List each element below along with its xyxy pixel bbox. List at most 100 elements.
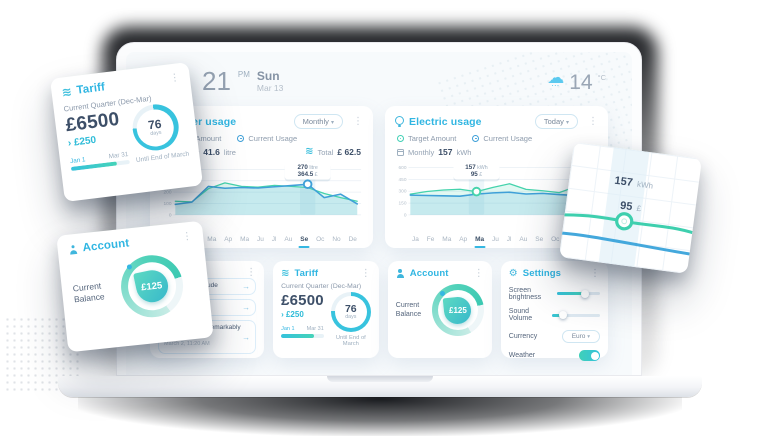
balance-droplet: £125 [442, 295, 473, 325]
kebab-menu-icon[interactable]: ⋮ [353, 115, 363, 127]
tariff-title: Tariff [75, 81, 106, 97]
balance-label: Current Balance [72, 280, 106, 305]
account-card: Account ⋮ Current Balance £125 [387, 261, 492, 358]
bottom-row: ⋮ Increase solicitude → Exchange man → I… [150, 261, 608, 361]
x-axis-label[interactable]: No [332, 236, 341, 243]
volume-slider[interactable] [552, 311, 600, 319]
x-axis-label[interactable]: Ju [257, 236, 264, 243]
days-ring: 76 days [129, 101, 181, 154]
days-ring: 76 days [330, 292, 371, 332]
x-axis-label[interactable]: Ma [207, 236, 217, 243]
weather-toggle[interactable] [579, 350, 600, 361]
kebab-menu-icon[interactable]: ⋮ [169, 72, 181, 85]
x-axis-label[interactable]: Jl [271, 236, 277, 243]
slider-knob[interactable] [581, 289, 590, 298]
balance-gauge: £125 [431, 284, 484, 336]
water-range-dropdown[interactable]: Monthly ▾ [293, 114, 343, 129]
svg-text:100: 100 [164, 201, 172, 207]
slider-knob[interactable] [558, 311, 567, 319]
svg-text:95 £: 95 £ [471, 171, 482, 178]
electric-card-title: Electric usage [409, 115, 482, 128]
days-remaining: 76 [344, 302, 357, 315]
x-axis-label[interactable]: Ma [475, 236, 485, 243]
laptop-base [58, 376, 702, 397]
tariff-wave-icon: ≋ [281, 267, 290, 279]
currency-select[interactable]: Euro ▾ [561, 329, 600, 343]
x-axis-label[interactable]: Ap [459, 236, 468, 243]
x-axis-label[interactable]: Se [535, 236, 544, 243]
radio-current-icon[interactable] [237, 135, 245, 142]
temperature-value: 14 [569, 71, 593, 94]
radio-current-icon[interactable] [472, 135, 480, 142]
electric-usage-card: Electric usage Today ▾ ⋮ Target Amount C… [385, 106, 608, 248]
tariff-wave-icon: ≋ [60, 84, 73, 100]
kebab-menu-icon[interactable]: ⋮ [181, 230, 193, 243]
electric-info-row: Monthly 157 kWh ≋ [397, 147, 596, 157]
tariff-quarter: Current Quarter (Dec-Mar) [281, 283, 362, 290]
person-icon [68, 244, 78, 254]
kebab-menu-icon[interactable]: ⋮ [473, 267, 484, 279]
calendar-icon [397, 148, 404, 156]
svg-text:270 litre: 270 litre [297, 164, 317, 171]
x-axis-label[interactable]: Se [300, 236, 309, 243]
laptop-floor-shadow [78, 392, 682, 436]
arrow-right-icon: → [242, 303, 251, 312]
legend-current-usage[interactable]: Current Usage [237, 134, 297, 143]
x-axis-label[interactable]: Au [519, 236, 528, 243]
gauge-cap-dot [439, 291, 445, 296]
tariff-progress-bar [281, 334, 324, 338]
tariff-delta: › £250 [281, 310, 304, 319]
temperature-unit: °C [597, 73, 606, 82]
legend-current-usage[interactable]: Current Usage [472, 134, 532, 143]
chevron-down-icon: ▾ [587, 333, 590, 340]
x-axis-label[interactable]: Ju [492, 236, 499, 243]
x-axis-label[interactable]: Oc [551, 236, 560, 243]
svg-text:450: 450 [399, 177, 407, 183]
money-wave-icon: ≋ [305, 146, 314, 157]
electric-range-dropdown[interactable]: Today ▾ [534, 114, 578, 129]
x-axis-label[interactable]: Ma [442, 236, 452, 243]
charts-row: Water usage Monthly ▾ ⋮ Target Amount Cu… [150, 106, 608, 248]
clock: 21 PM Sun Mar 13 [202, 68, 283, 94]
tariff-start-date: Jan 1 [69, 156, 86, 166]
x-axis-label[interactable]: Ja [412, 236, 419, 243]
brightness-slider[interactable] [557, 289, 600, 298]
x-axis-label[interactable]: De [348, 236, 357, 243]
weather-widget: ☁ ⋯ 14 °C [547, 70, 606, 94]
zoom-chart-lines [558, 212, 698, 257]
clock-meridiem: PM [237, 70, 250, 79]
x-axis-label[interactable]: Jl [506, 236, 512, 243]
x-axis-label[interactable]: Fe [426, 236, 435, 243]
balance-droplet: £125 [133, 267, 172, 306]
legend-target-amount[interactable]: Target Amount [397, 134, 456, 143]
laptop-notch [327, 376, 433, 382]
radio-target-icon[interactable] [397, 135, 404, 142]
floating-account-card: Account ⋮ Current Balance £125 [56, 220, 214, 353]
kebab-menu-icon[interactable]: ⋮ [590, 267, 600, 279]
x-axis-label[interactable]: Au [284, 236, 293, 243]
tariff-card: ≋ Tariff ⋮ Current Quarter (Dec-Mar) £65… [273, 261, 379, 358]
svg-text:150: 150 [399, 201, 407, 207]
arrow-right-icon: → [242, 282, 251, 291]
x-axis-label[interactable]: Ma [240, 236, 250, 243]
message-timestamp: March 2, 11:20 AM [164, 341, 210, 348]
svg-text:0: 0 [169, 212, 172, 218]
gauge-cap-dot [126, 264, 133, 270]
settings-title: Settings [522, 268, 562, 279]
gear-icon: ⚙ [508, 267, 518, 279]
clock-time: 21 [202, 66, 231, 96]
x-axis-label[interactable]: Oc [316, 236, 325, 243]
floating-chart-zoom-card: 157 kWh 95 £ [558, 142, 703, 274]
tariff-amount: £6500 [281, 292, 324, 309]
kebab-menu-icon[interactable]: ⋮ [588, 115, 598, 127]
electric-legend: Target Amount Current Usage [397, 134, 598, 143]
kebab-menu-icon[interactable]: ⋮ [246, 267, 257, 278]
kebab-menu-icon[interactable]: ⋮ [360, 267, 371, 279]
chevron-down-icon: ▾ [330, 119, 334, 126]
x-axis-label[interactable]: Ap [224, 236, 233, 243]
tariff-end-date: Mar 31 [306, 326, 324, 332]
